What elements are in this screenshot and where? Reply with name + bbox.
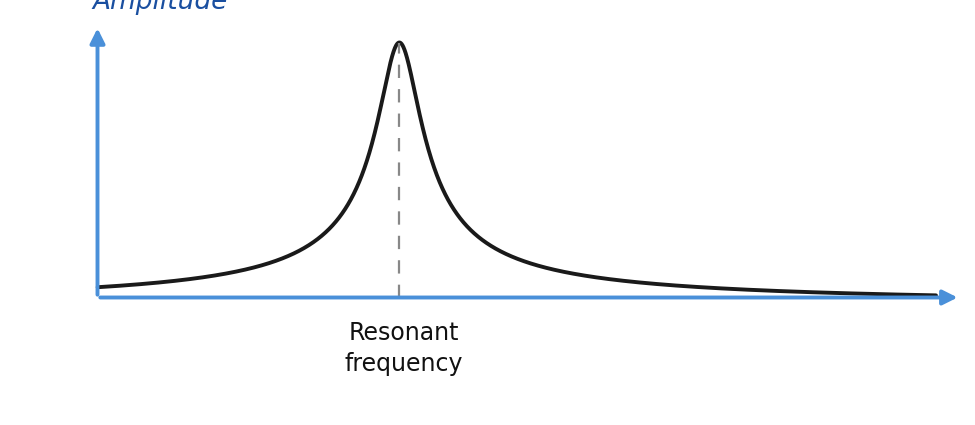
- Text: Resonant
frequency: Resonant frequency: [345, 321, 463, 377]
- Text: Amplitude: Amplitude: [93, 0, 228, 15]
